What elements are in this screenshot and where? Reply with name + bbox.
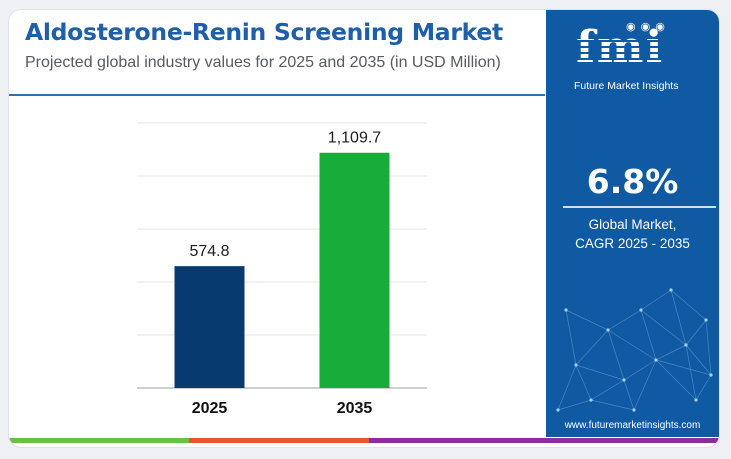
cagr-value: 6.8% (586, 162, 679, 201)
cagr-label: Global Market, CAGR 2025 - 2035 (546, 215, 719, 253)
infographic-card: Aldosterone-Renin Screening Market Proje… (9, 10, 719, 447)
bar-2025 (174, 266, 245, 388)
bottom-bar-segment (189, 438, 369, 443)
bottom-bar-segment (9, 438, 189, 443)
bottom-color-bar (9, 438, 719, 443)
cagr-label-line2: CAGR 2025 - 2035 (575, 236, 690, 251)
logo-tagline: Future Market Insights (574, 80, 679, 92)
page-title: Aldosterone-Renin Screening Market (25, 18, 503, 46)
x-tick-label-2035: 2035 (337, 400, 373, 417)
cagr-label-line1: Global Market, (588, 217, 677, 232)
bar-2035 (319, 152, 390, 388)
bar-chart: 574.8 2025 1,109.7 2035 (137, 122, 427, 417)
x-tick-label-2025: 2025 (192, 400, 228, 417)
logo-stripes (566, 36, 696, 76)
logo-icons: ◉◉◉ (626, 21, 670, 33)
value-label-2035: 1,109.7 (328, 130, 381, 147)
cagr-divider (563, 206, 716, 208)
fmi-logo: fmi ◉◉◉ Future Market Insights (546, 16, 719, 98)
bottom-bar-segment (369, 438, 719, 443)
value-label-2025: 574.8 (189, 243, 229, 260)
network-graphic (556, 288, 713, 412)
title-divider (9, 94, 545, 96)
page-subtitle: Projected global industry values for 202… (25, 54, 501, 71)
website-url: www.futuremarketinsights.com (564, 420, 701, 431)
sidebar-panel: fmi ◉◉◉ Future Market Insights 6.8% Glob… (546, 10, 719, 437)
